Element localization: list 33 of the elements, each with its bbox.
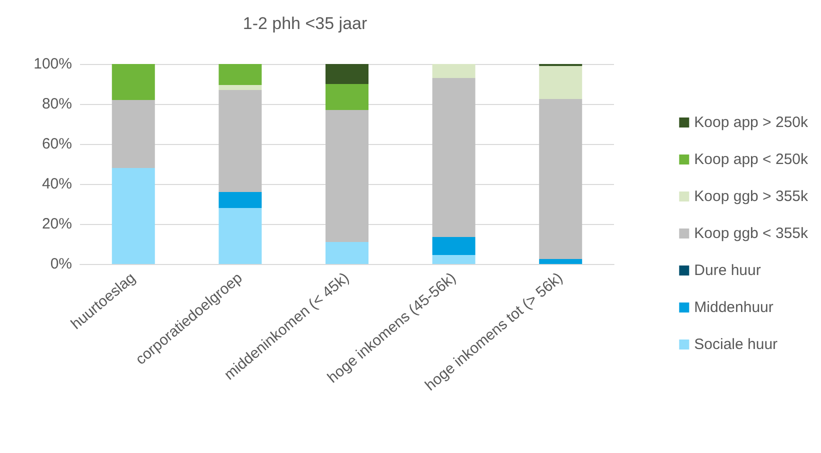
y-tick-label: 20% <box>42 216 72 232</box>
legend-label: Koop ggb > 355k <box>694 188 808 205</box>
y-tick-label: 40% <box>42 176 72 192</box>
bar <box>326 64 368 84</box>
y-tick-label: 100% <box>34 56 72 72</box>
y-tick-label: 60% <box>42 136 72 152</box>
bar <box>539 66 582 99</box>
bar <box>218 90 262 192</box>
bar <box>218 85 262 90</box>
legend-label: Middenhuur <box>694 299 774 316</box>
bar <box>539 259 582 264</box>
y-tick-label: 0% <box>50 256 72 272</box>
bar <box>432 78 476 237</box>
bar <box>326 84 368 110</box>
bar <box>218 192 262 208</box>
bar <box>112 64 155 100</box>
bar <box>432 64 476 78</box>
bar <box>326 242 368 264</box>
legend-label: Koop app < 250k <box>694 151 808 168</box>
bar <box>539 99 582 259</box>
bar <box>326 110 368 242</box>
bar <box>432 255 476 264</box>
y-tick-label: 80% <box>42 96 72 112</box>
bar <box>218 64 262 85</box>
bar <box>432 237 476 255</box>
legend-label: Koop app > 250k <box>694 114 808 131</box>
legend-label: Dure huur <box>694 262 761 279</box>
chart-title: 1-2 phh <35 jaar <box>242 14 368 33</box>
legend-label: Koop ggb < 355k <box>694 225 808 242</box>
bar <box>112 168 155 264</box>
bar <box>112 100 155 168</box>
legend-label: Sociale huur <box>694 336 778 353</box>
bar <box>218 208 262 264</box>
